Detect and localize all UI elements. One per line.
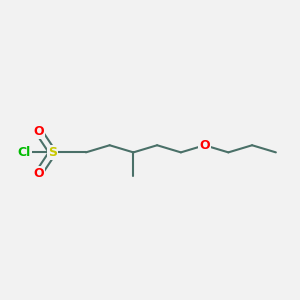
Text: O: O xyxy=(199,139,210,152)
Text: O: O xyxy=(33,124,44,137)
Text: S: S xyxy=(48,146,57,159)
Text: O: O xyxy=(33,167,44,180)
Text: Cl: Cl xyxy=(17,146,31,159)
